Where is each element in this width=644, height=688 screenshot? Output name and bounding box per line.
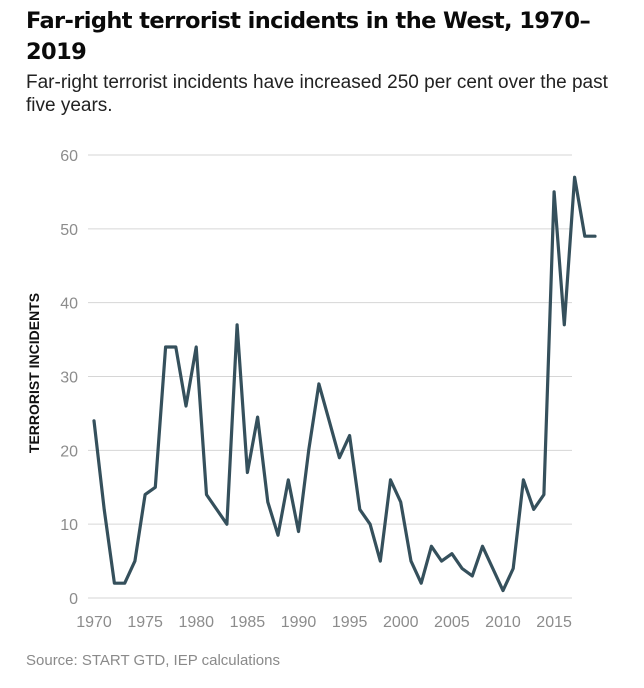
x-tick-label: 1970 <box>76 614 112 631</box>
source-note: Source: START GTD, IEP calculations <box>26 652 280 669</box>
x-tick-label: 2010 <box>485 614 521 631</box>
y-tick-label: 50 <box>60 222 78 239</box>
x-tick-label: 2015 <box>536 614 572 631</box>
x-tick-label: 1975 <box>127 614 163 631</box>
y-tick-label: 40 <box>60 296 78 313</box>
series-line <box>92 175 597 593</box>
x-tick-label: 1995 <box>332 614 368 631</box>
gridlines <box>88 154 572 599</box>
chart-title: Far-right terrorist incidents in the Wes… <box>26 8 591 65</box>
y-tick-label: 0 <box>69 591 78 608</box>
chart-subtitle: Far-right terrorist incidents have incre… <box>26 72 608 116</box>
y-tick-label: 20 <box>60 443 78 460</box>
series <box>92 175 597 593</box>
x-tick-label: 1980 <box>178 614 214 631</box>
y-tick-label: 30 <box>60 370 78 387</box>
axes: 0 10 20 30 40 50 60 1970 1975 1980 1985 1990 1995 200… <box>60 148 572 631</box>
x-tick-label: 1985 <box>230 614 266 631</box>
y-tick-label: 10 <box>60 517 78 534</box>
x-tick-label: 1990 <box>281 614 317 631</box>
y-axis-label: TERRORIST INCIDENTS <box>26 293 42 453</box>
y-tick-label: 60 <box>60 148 78 165</box>
x-tick-label: 2000 <box>383 614 419 631</box>
x-tick-label: 2005 <box>434 614 470 631</box>
